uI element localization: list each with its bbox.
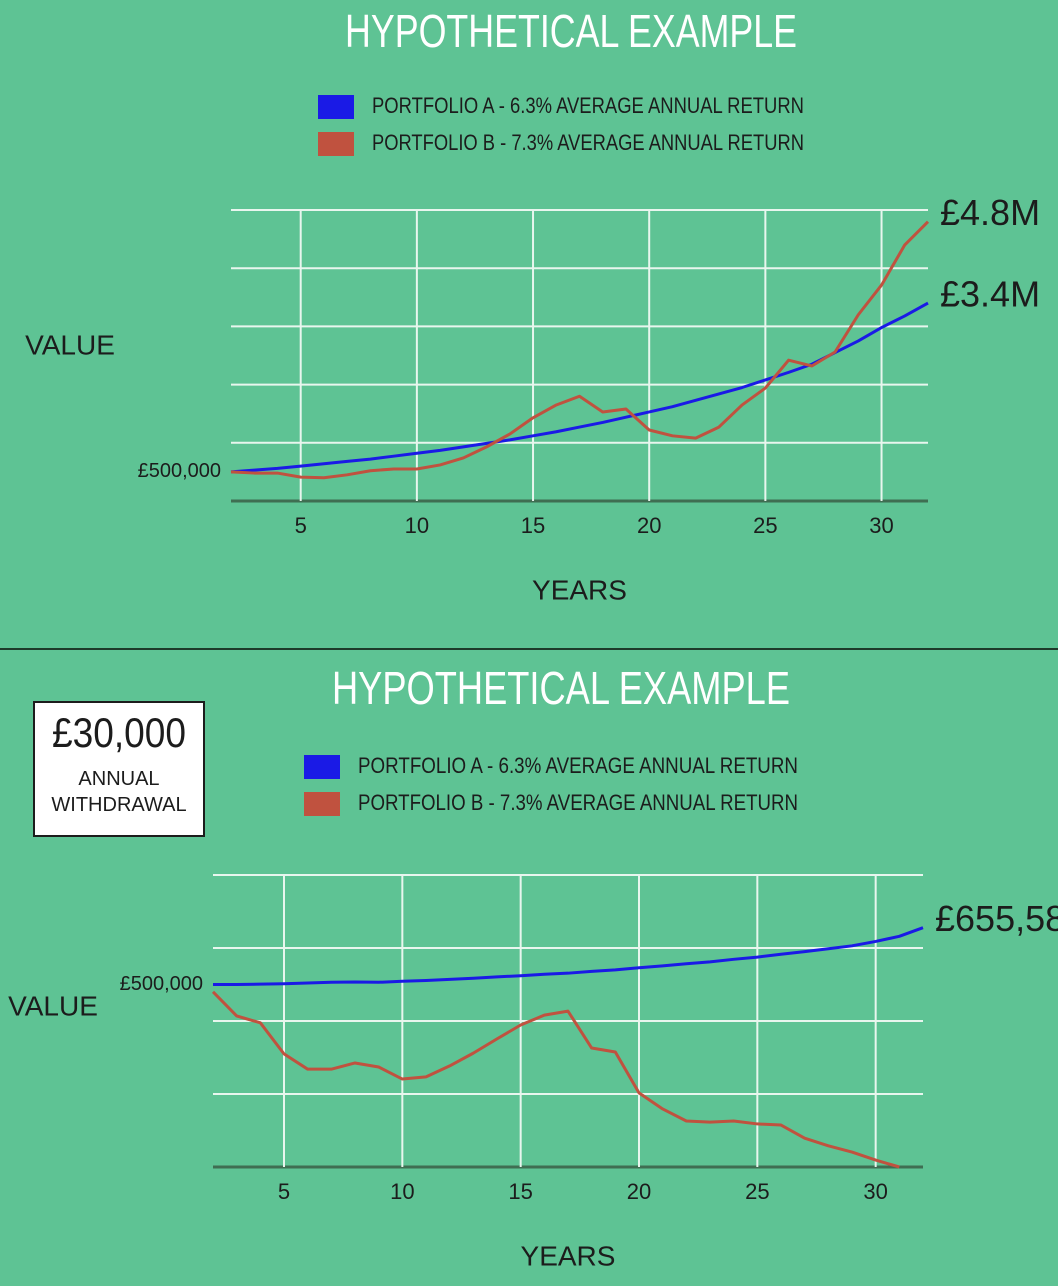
- annotation: £500,000: [120, 973, 203, 995]
- x-axis-label: YEARS: [521, 1240, 616, 1271]
- series-line: [211, 990, 900, 1169]
- chart-title: HYPOTHETICAL EXAMPLE: [332, 662, 790, 714]
- callout-caption-box: ANNUAL WITHDRAWAL: [51, 768, 187, 816]
- x-tick-label: 10: [390, 1179, 414, 1204]
- y-axis-label: VALUE: [8, 990, 98, 1021]
- x-tick-label: 20: [627, 1179, 651, 1204]
- end-value-label: £3.4M: [940, 274, 1040, 315]
- x-axis-label: YEARS: [532, 574, 627, 605]
- end-value-label: £655,587: [935, 898, 1058, 939]
- x-tick-label: 30: [863, 1179, 887, 1204]
- end-value-label: £4.8M: [940, 192, 1040, 233]
- legend-label: PORTFOLIO A - 6.3% AVERAGE ANNUAL RETURN: [358, 753, 798, 778]
- annotation: £500,000: [138, 460, 221, 482]
- legend-label: PORTFOLIO B - 7.3% AVERAGE ANNUAL RETURN: [358, 790, 798, 815]
- x-tick-label: 25: [753, 513, 777, 538]
- callout-box: [33, 701, 205, 837]
- series-line: [230, 220, 930, 480]
- legend-swatch: [304, 755, 340, 779]
- callout-amount: £30,000: [52, 709, 186, 756]
- callout-caption: ANNUAL WITHDRAWAL: [51, 768, 187, 816]
- legend-swatch: [304, 792, 340, 816]
- legend-swatch: [318, 132, 354, 156]
- x-tick-label: 5: [295, 513, 307, 538]
- legend-label: PORTFOLIO A - 6.3% AVERAGE ANNUAL RETURN: [372, 93, 804, 118]
- x-tick-label: 30: [869, 513, 893, 538]
- x-tick-label: 5: [278, 1179, 290, 1204]
- x-tick-label: 20: [637, 513, 661, 538]
- x-tick-label: 15: [508, 1179, 532, 1204]
- x-tick-label: 15: [521, 513, 545, 538]
- legend-swatch: [318, 95, 354, 119]
- series-line: [230, 301, 929, 474]
- y-axis-label: VALUE: [25, 329, 115, 360]
- x-tick-label: 10: [405, 513, 429, 538]
- x-tick-label: 25: [745, 1179, 769, 1204]
- chart-title: HYPOTHETICAL EXAMPLE: [345, 5, 797, 57]
- legend-label: PORTFOLIO B - 7.3% AVERAGE ANNUAL RETURN: [372, 130, 804, 155]
- series-line: [213, 926, 924, 986]
